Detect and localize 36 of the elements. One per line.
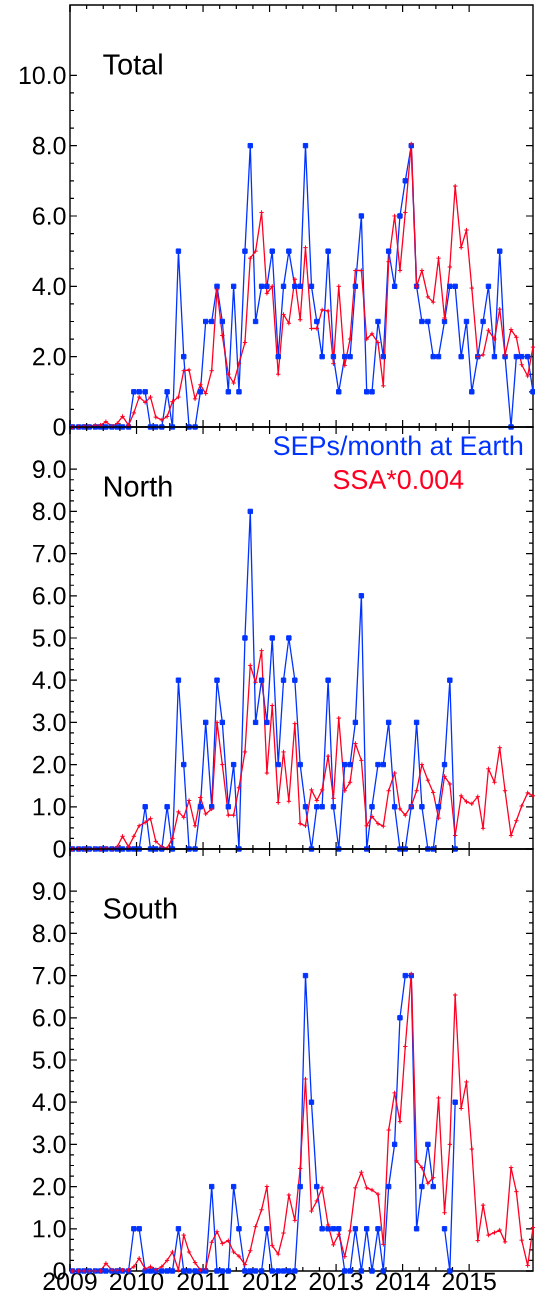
y-tick-label: 2.0 [33, 347, 66, 366]
y-tick-label: 6.0 [33, 586, 66, 605]
y-tick-label: 8.0 [32, 502, 66, 521]
y-tick-label: 0 [53, 418, 66, 436]
x-tick-label: 2012 [243, 1272, 296, 1291]
y-tick-label: 8.0 [32, 924, 66, 943]
y-tick-label: 2.0 [33, 755, 66, 774]
y-tick-label: 5.0 [32, 1051, 66, 1069]
y-tick-label: 7.0 [33, 544, 66, 563]
x-tick-label: 2011 [177, 1272, 229, 1291]
y-tick-label: 3.0 [32, 1135, 66, 1154]
y-tick-label: 9.0 [32, 460, 66, 478]
y-tick-label: 10.0 [19, 66, 66, 85]
text: South [103, 897, 177, 919]
y-tick-label: 4.0 [32, 1093, 66, 1112]
x-tick-label: 2014 [376, 1272, 430, 1291]
y-tick-label: 1.0 [33, 797, 66, 816]
y-tick-label: 0 [53, 840, 66, 858]
y-tick-label: 9.0 [32, 882, 66, 901]
y-tick-label: 3.0 [32, 713, 66, 732]
text: SSA*0.004 [333, 470, 464, 490]
y-tick-label: 4.0 [32, 277, 66, 296]
y-tick-label: 1.0 [33, 1219, 66, 1238]
text: North [104, 475, 172, 497]
y-tick-label: 8.0 [32, 136, 66, 155]
y-tick-label: 6.0 [33, 1008, 66, 1027]
x-tick-label: 2015 [442, 1272, 496, 1291]
x-tick-label: 2013 [309, 1272, 363, 1291]
y-tick-label: 6.0 [33, 207, 66, 225]
y-tick-label: 7.0 [33, 966, 66, 985]
y-tick-label: 2.0 [33, 1177, 66, 1196]
y-tick-label: 5.0 [32, 629, 66, 647]
text: SEPs/month at Earth [273, 435, 522, 456]
text: Total [103, 53, 162, 75]
x-tick-label: 2010 [109, 1272, 164, 1291]
y-tick-label: 4.0 [32, 671, 66, 690]
